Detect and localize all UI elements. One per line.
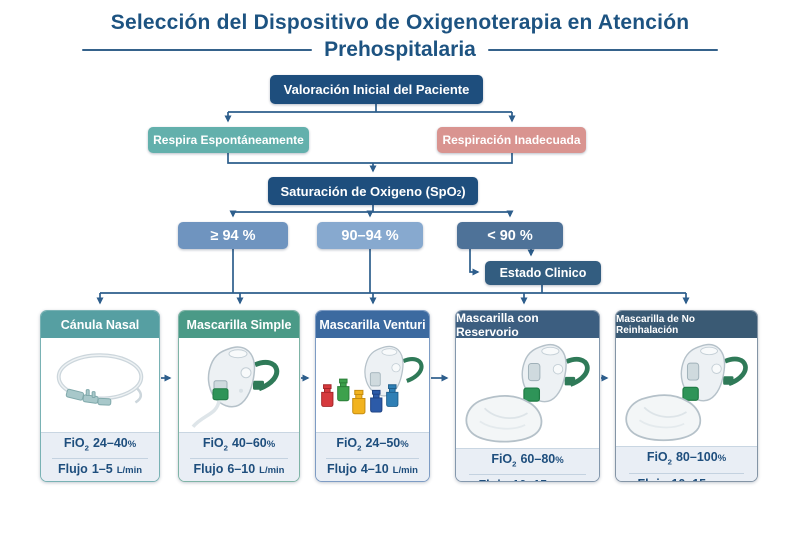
fio2-value: 24–40	[92, 435, 128, 450]
device-illustration-area	[179, 338, 299, 432]
spec-divider	[51, 458, 149, 459]
flujo-label: Flujo	[57, 462, 88, 476]
node-saturacion-oxigeno: Saturación de Oxigeno (SpO 2)	[268, 177, 478, 205]
flujo-spec: Flujo 4–10 L/min	[327, 461, 418, 479]
percent-sign: %	[555, 454, 564, 466]
device-illustration-area	[316, 338, 429, 432]
fio2-subscript: 2	[357, 443, 362, 452]
flujo-value: 4–10	[360, 462, 389, 476]
saturacion-close-paren: )	[461, 183, 466, 199]
fio2-label: FiO	[491, 451, 513, 466]
flujo-spec: Flujo10–15 L/min	[479, 477, 577, 482]
page-title-line-2-row: Prehospitalaria	[0, 38, 800, 62]
fio2-label: FiO	[336, 435, 358, 450]
flow-unit: L/min	[392, 465, 418, 476]
node-estado-clinico: Estado Clinico	[485, 261, 601, 285]
node-respiracion-inadecuada: Respiración Inadecuada	[437, 127, 586, 153]
flujo-label: Flujo	[326, 462, 357, 476]
saturacion-text: Saturación de Oxigeno (SpO	[280, 183, 457, 199]
venturi-color-adapters	[321, 378, 399, 415]
fio2-spec: FiO2 80–100%	[647, 449, 726, 471]
simple-mask-icon	[191, 346, 280, 428]
device-card-title: Mascarilla Simple	[179, 311, 299, 338]
venturi-mask-icon	[321, 345, 424, 415]
device-specs: FiO2 40–60% Flujo 6–10 L/min	[179, 431, 299, 481]
fio2-value: 24–50	[365, 435, 401, 450]
device-illustration-area	[616, 338, 757, 447]
device-card-title: Mascarilla de No Reinhalación	[616, 311, 757, 338]
page-title-line-1: Selección del Dispositivo de Oxigenotera…	[110, 11, 690, 34]
spec-divider	[189, 458, 289, 459]
flow-unit: L/min	[116, 465, 143, 476]
device-card-title: Cánula Nasal	[41, 311, 159, 338]
device-card-canula-nasal: Cánula Nasal FiO2 24–40% Flujo 1–5 L/min	[40, 310, 160, 482]
node-spo2-ge-94: ≥ 94 %	[178, 222, 288, 249]
fio2-subscript: 2	[667, 457, 672, 467]
flow-unit: L/min	[551, 481, 576, 482]
node-respira-espontaneamente: Respira Espontáneamente	[148, 127, 309, 153]
flujo-spec: Flujo10–15 L/min	[638, 476, 736, 481]
node-spo2-90-94: 90–94 %	[317, 222, 423, 249]
device-specs: FiO2 24–50% Flujo 4–10 L/min	[316, 431, 429, 481]
title-rule-right	[487, 49, 718, 51]
flujo-label: Flujo	[479, 478, 509, 481]
flujo-label: Flujo	[638, 477, 668, 481]
flujo-label: Flujo	[193, 462, 224, 476]
device-illustration-area	[456, 338, 599, 448]
spec-divider	[326, 458, 419, 459]
flujo-value: 1–5	[91, 462, 113, 476]
percent-sign: %	[400, 438, 409, 450]
title-rule-left	[82, 49, 313, 51]
fio2-spec: FiO2 40–60%	[203, 435, 275, 457]
nasal-cannula-icon	[56, 353, 144, 406]
fio2-subscript: 2	[84, 443, 89, 452]
fio2-label: FiO	[202, 435, 224, 450]
flujo-value: 6–10	[227, 462, 256, 476]
fio2-spec: FiO2 24–50%	[336, 435, 408, 457]
reservoir-mask-icon	[465, 344, 590, 443]
device-illustration-area	[41, 338, 159, 432]
flujo-value: 10–15	[671, 477, 706, 481]
fio2-value: 40–60	[231, 435, 267, 450]
percent-sign: %	[717, 453, 727, 465]
device-card-title: Mascarilla con Reservorio	[456, 311, 599, 339]
device-card-mascarilla-simple: Mascarilla Simple FiO2 40–60% Flujo 6–10 L/…	[178, 310, 300, 482]
fio2-label: FiO	[646, 450, 668, 465]
page-title-line-2: Prehospitalaria	[324, 38, 476, 61]
device-specs: FiO2 24–40% Flujo 1–5 L/min	[41, 431, 159, 481]
fio2-value: 80–100	[675, 450, 718, 465]
fio2-subscript: 2	[223, 443, 228, 452]
flujo-spec: Flujo 6–10 L/min	[193, 461, 284, 479]
non-rebreather-mask-icon	[625, 344, 748, 442]
flow-unit: L/min	[259, 465, 285, 476]
percent-sign: %	[127, 438, 137, 450]
fio2-subscript: 2	[512, 459, 517, 469]
spec-divider	[628, 472, 745, 474]
device-card-mascarilla-venturi: Mascarilla Venturi	[315, 310, 430, 482]
percent-sign: %	[266, 438, 276, 450]
device-card-mascarilla-con-reservorio: Mascarilla con Reservorio FiO2 60–80%	[455, 310, 600, 482]
device-card-title: Mascarilla Venturi	[316, 311, 429, 338]
device-card-mascarilla-no-reinhalacion: Mascarilla de No Reinhalación FiO2 80–100…	[615, 310, 758, 482]
fio2-label: FiO	[63, 435, 85, 450]
flujo-value: 10–15	[512, 478, 547, 481]
fio2-spec: FiO2 24–40%	[64, 435, 136, 457]
spec-divider	[468, 474, 587, 476]
flow-unit: L/min	[710, 480, 735, 481]
fio2-spec: FiO2 60–80%	[491, 451, 563, 473]
fio2-value: 60–80	[520, 451, 556, 466]
node-valoracion-inicial: Valoración Inicial del Paciente	[270, 75, 483, 104]
spo2-subscript: 2	[456, 188, 462, 198]
flujo-spec: Flujo 1–5 L/min	[58, 461, 142, 479]
node-spo2-lt-90: < 90 %	[457, 222, 563, 249]
